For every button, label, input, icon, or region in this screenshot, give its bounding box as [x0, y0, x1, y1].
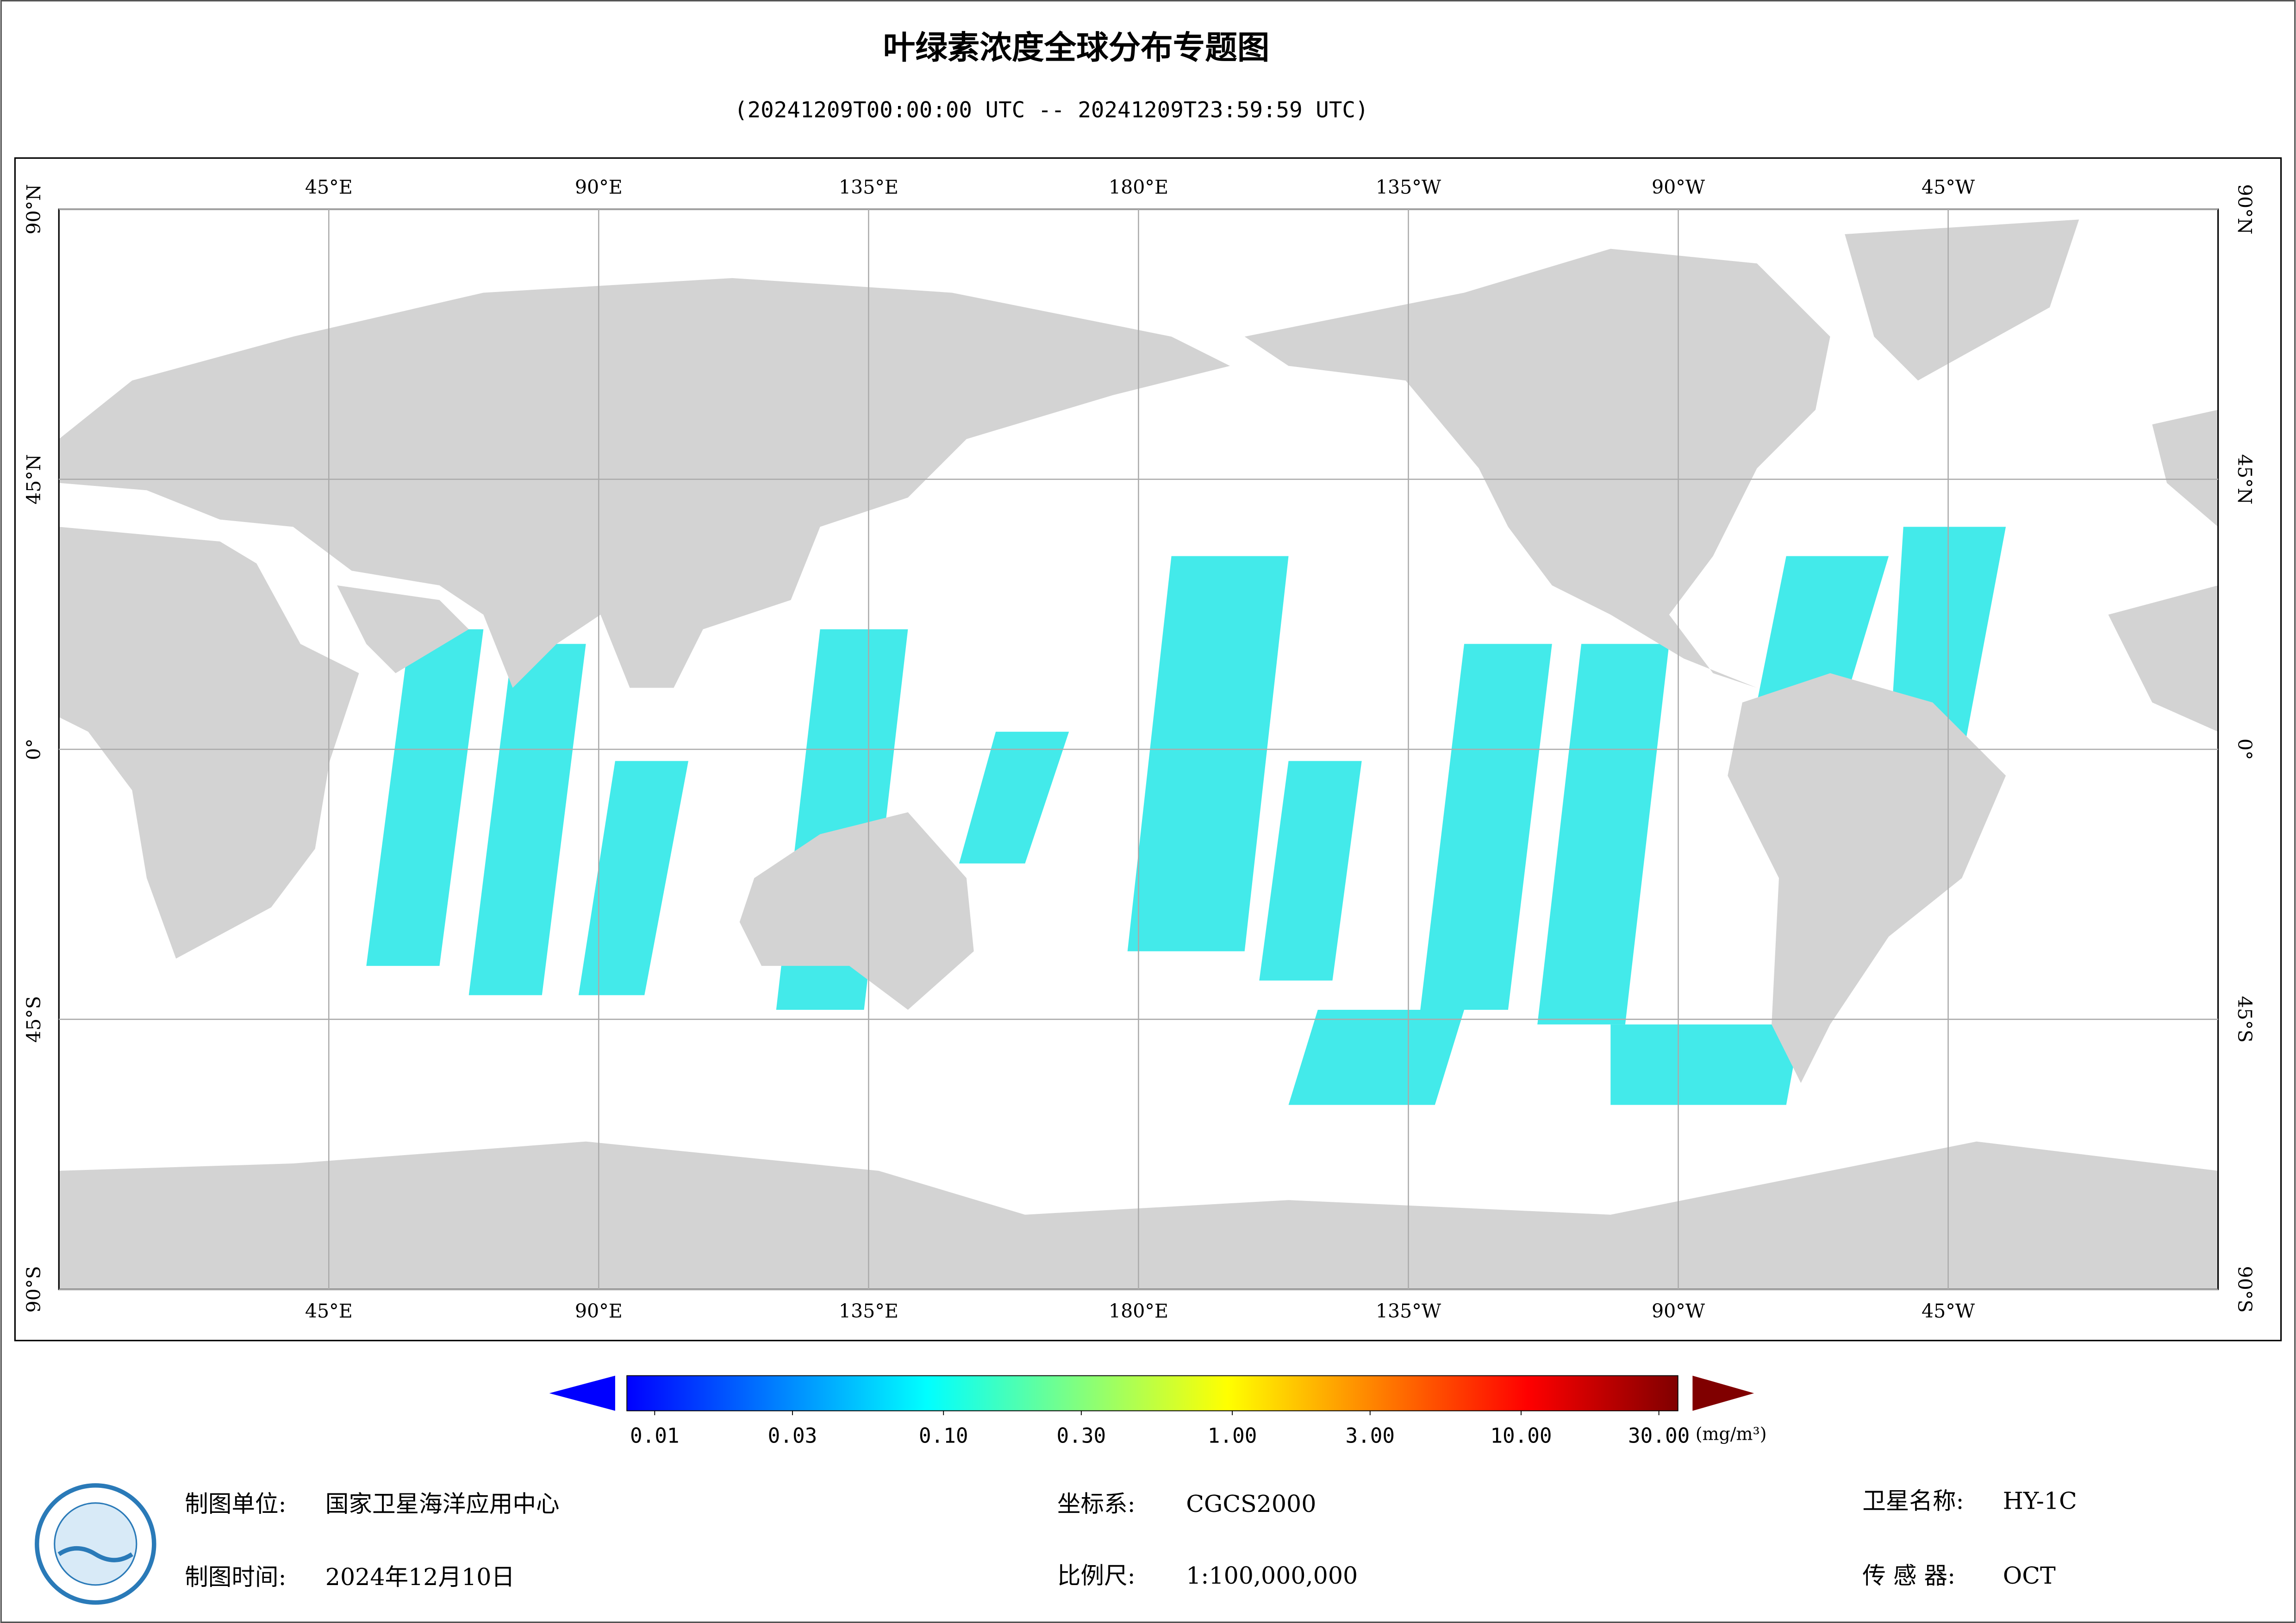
lon-label-bottom: 135°W — [1376, 1300, 1441, 1322]
lat-label-right: 45°S — [2234, 996, 2256, 1043]
lat-label-right: 0° — [2234, 739, 2256, 760]
colorbar-tick-label: 30.00 — [1628, 1424, 1690, 1448]
crs-value: CGCS2000 — [1186, 1490, 1316, 1517]
swath — [1420, 644, 1552, 1010]
north-america — [1244, 249, 1830, 688]
colorbar: 0.01 0.03 0.10 0.30 1.00 3.00 10.00 30.00 (mg/m³… — [549, 1375, 1767, 1448]
title: 叶绿素浓度全球分布专题图 — [883, 29, 1270, 67]
subtitle: (20241209T00:00:00 UTC -- 20241209T23:59… — [734, 97, 1368, 123]
colorbar-tick-label: 1.00 — [1208, 1424, 1257, 1448]
lon-label-bottom: 180°E — [1109, 1300, 1168, 1322]
satellite-value: HY-1C — [2003, 1487, 2077, 1515]
swath — [959, 732, 1069, 864]
lat-label-right: 90°S — [2234, 1266, 2256, 1312]
colorbar-under — [549, 1375, 615, 1411]
lon-label-bottom: 90°W — [1652, 1300, 1705, 1322]
lat-label-left: 90°S — [23, 1266, 45, 1312]
swath — [1288, 1009, 1465, 1105]
greenland — [1845, 219, 2079, 381]
lon-label-bottom: 90°E — [575, 1300, 623, 1322]
logo-wave — [57, 1546, 133, 1562]
lat-label-left: 0° — [23, 739, 45, 760]
map — [58, 208, 2219, 1290]
lon-label-top: 180°E — [1109, 176, 1168, 198]
colorbar-tick-label: 0.10 — [919, 1424, 968, 1448]
logo-globe — [54, 1502, 137, 1586]
unit-value: 国家卫星海洋应用中心 — [325, 1490, 560, 1517]
africa — [59, 527, 359, 959]
lon-label-top: 45°W — [1922, 176, 1975, 198]
eurasia — [59, 278, 1230, 688]
date-label: 制图时间: — [185, 1563, 286, 1591]
swath — [1610, 1024, 1801, 1105]
scale-value: 1:100,000,000 — [1186, 1562, 1358, 1589]
map-frame — [14, 157, 2282, 1342]
south-america — [1728, 673, 2006, 1083]
footer: 制图单位: 国家卫星海洋应用中心 制图时间: 2024年12月10日 坐标系: … — [35, 1483, 2077, 1605]
colorbar-unit: (mg/m³) — [1696, 1424, 1767, 1444]
colorbar-tick-label: 0.01 — [630, 1424, 680, 1448]
colorbar-over — [1692, 1375, 1754, 1411]
colorbar-ramp — [626, 1375, 1678, 1412]
unit-label: 制图单位: — [185, 1490, 286, 1517]
west-africa — [2108, 585, 2218, 732]
lon-label-top: 90°E — [575, 176, 623, 198]
lon-label-bottom: 45°W — [1922, 1300, 1975, 1322]
swath — [366, 629, 484, 966]
sensor-value: OCT — [2003, 1562, 2056, 1589]
swath — [1259, 761, 1362, 981]
scale-label: 比例尺: — [1057, 1562, 1136, 1589]
lat-label-left: 45°S — [23, 996, 45, 1043]
arabia — [337, 585, 469, 673]
lon-label-bottom: 135°E — [839, 1300, 898, 1322]
lon-label-top: 90°W — [1652, 176, 1705, 198]
satellite-label: 卫星名称: — [1862, 1487, 1964, 1515]
lat-label-left: 90°N — [23, 184, 45, 235]
lon-label-bottom: 45°E — [305, 1300, 353, 1322]
lat-label-left: 45°N — [23, 454, 45, 504]
western-europe — [2152, 410, 2218, 527]
swath — [1127, 556, 1289, 951]
swath — [1757, 556, 1889, 703]
lon-label-top: 45°E — [305, 176, 353, 198]
colorbar-tick-label: 0.30 — [1057, 1424, 1106, 1448]
swath — [468, 644, 586, 995]
crs-label: 坐标系: — [1057, 1490, 1136, 1517]
swath — [1537, 644, 1669, 1025]
lon-label-top: 135°E — [839, 176, 898, 198]
lat-label-right: 90°N — [2234, 184, 2256, 235]
colorbar-tick-label: 0.03 — [768, 1424, 817, 1448]
logo — [35, 1483, 156, 1605]
swath — [578, 761, 689, 995]
colorbar-tick-label: 3.00 — [1345, 1424, 1395, 1448]
colorbar-tick-label: 10.00 — [1490, 1424, 1552, 1448]
date-value: 2024年12月10日 — [325, 1563, 515, 1591]
sensor-label: 传 感 器: — [1862, 1562, 1955, 1589]
australia — [739, 812, 974, 1010]
lon-label-top: 135°W — [1376, 176, 1441, 198]
lat-label-right: 45°N — [2234, 454, 2256, 504]
